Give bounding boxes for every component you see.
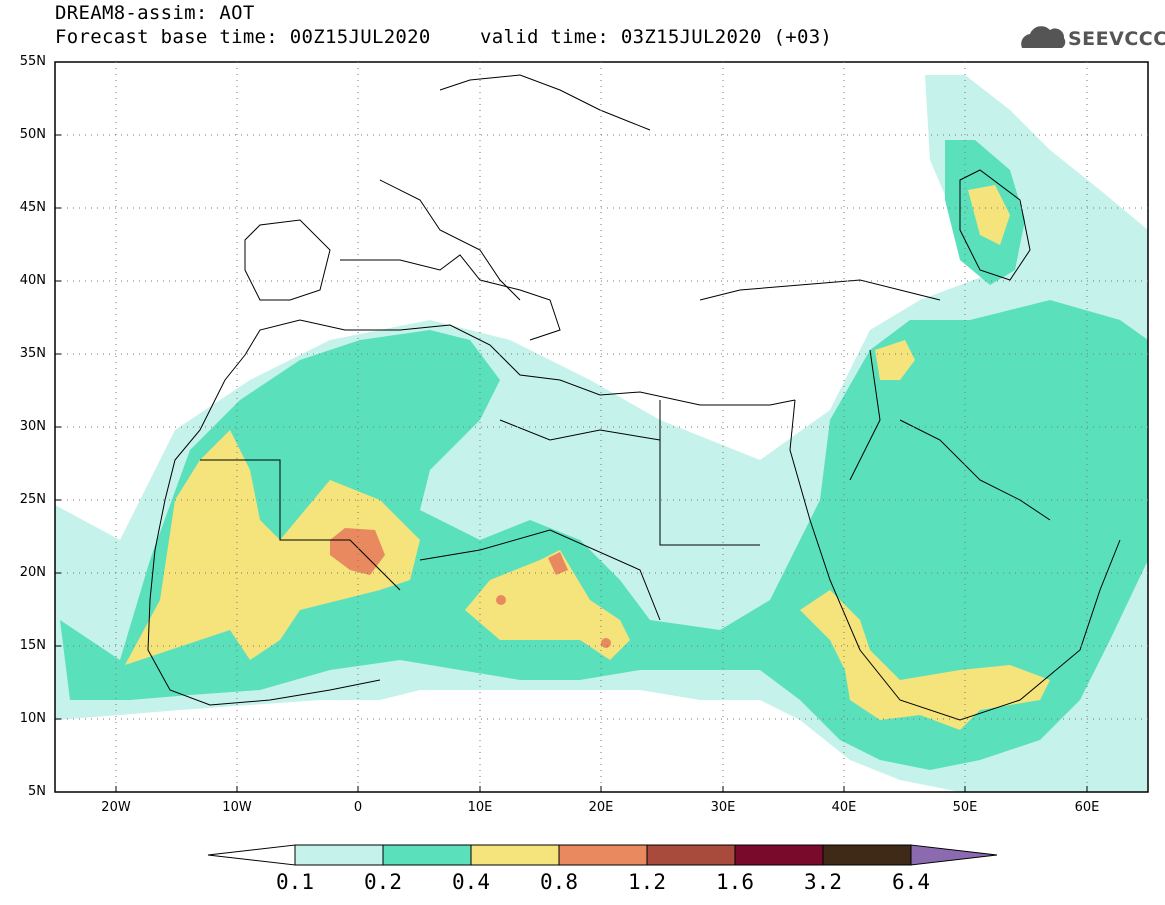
lon-label: 60E bbox=[1074, 800, 1100, 815]
lon-label: 50E bbox=[952, 800, 978, 815]
colorbar-label: 3.2 bbox=[804, 870, 842, 894]
gridlines bbox=[55, 62, 1148, 792]
lat-label: 25N bbox=[19, 492, 46, 507]
aot-band-0.8-spot bbox=[496, 595, 506, 605]
aot-band-0.2 bbox=[60, 300, 1148, 770]
aot-band-0.4-west bbox=[125, 430, 420, 665]
colorbar-label: 0.1 bbox=[276, 870, 314, 894]
lon-label: 0 bbox=[353, 800, 363, 815]
colorbar-label: 6.4 bbox=[892, 870, 930, 894]
colorbar-label: 0.8 bbox=[540, 870, 578, 894]
lat-label: 15N bbox=[19, 638, 46, 653]
lat-label: 45N bbox=[19, 200, 46, 215]
lat-label: 50N bbox=[19, 127, 46, 142]
lat-label: 20N bbox=[19, 565, 46, 580]
colorbar-low-arrow bbox=[207, 844, 296, 866]
colorbar-label: 0.4 bbox=[452, 870, 490, 894]
lat-label: 10N bbox=[19, 711, 46, 726]
aot-band-0.1-north bbox=[925, 75, 1148, 310]
lon-label: 40E bbox=[831, 800, 857, 815]
colorbar-bin-4 bbox=[558, 844, 648, 866]
colorbar-high-arrow bbox=[910, 844, 998, 866]
colorbar-bin-6 bbox=[734, 844, 824, 866]
logo-text: SEEVCCC bbox=[1068, 28, 1165, 50]
lon-label: 20W bbox=[101, 800, 131, 815]
seevccc-logo-icon bbox=[1021, 26, 1066, 48]
title-valid-time: valid time: 03Z15JUL2020 (+03) bbox=[480, 26, 833, 48]
lon-label: 10W bbox=[222, 800, 252, 815]
aot-band-0.4-caspian bbox=[968, 185, 1010, 245]
colorbar-bin-7 bbox=[822, 844, 912, 866]
colorbar bbox=[207, 844, 998, 866]
axis-ticks bbox=[55, 61, 1088, 793]
colorbar-bin-1 bbox=[294, 844, 384, 866]
colorbar-label: 0.2 bbox=[364, 870, 402, 894]
aot-band-0.8-spot2 bbox=[601, 638, 611, 648]
aot-band-0.4-iraq bbox=[875, 340, 915, 380]
aot-band-0.8-chad bbox=[548, 552, 568, 575]
colorbar-bin-5 bbox=[646, 844, 736, 866]
lon-label: 10E bbox=[467, 800, 493, 815]
title-base-time: Forecast base time: 00Z15JUL2020 bbox=[55, 26, 431, 48]
colorbar-bin-2 bbox=[382, 844, 472, 866]
aot-band-0.4-redsea bbox=[800, 590, 1050, 730]
lat-label: 40N bbox=[19, 273, 46, 288]
lat-label: 5N bbox=[28, 784, 46, 799]
lat-label: 30N bbox=[19, 419, 46, 434]
colorbar-label: 1.6 bbox=[716, 870, 754, 894]
colorbar-bin-3 bbox=[470, 844, 560, 866]
colorbar-label: 1.2 bbox=[628, 870, 666, 894]
lat-label: 35N bbox=[19, 346, 46, 361]
aot-band-0.4-chad bbox=[465, 550, 630, 660]
lat-label: 55N bbox=[19, 54, 46, 69]
lon-label: 20E bbox=[588, 800, 614, 815]
lon-label: 30E bbox=[710, 800, 736, 815]
title-product: DREAM8-assim: AOT bbox=[55, 2, 255, 24]
coastlines bbox=[147, 74, 1121, 721]
